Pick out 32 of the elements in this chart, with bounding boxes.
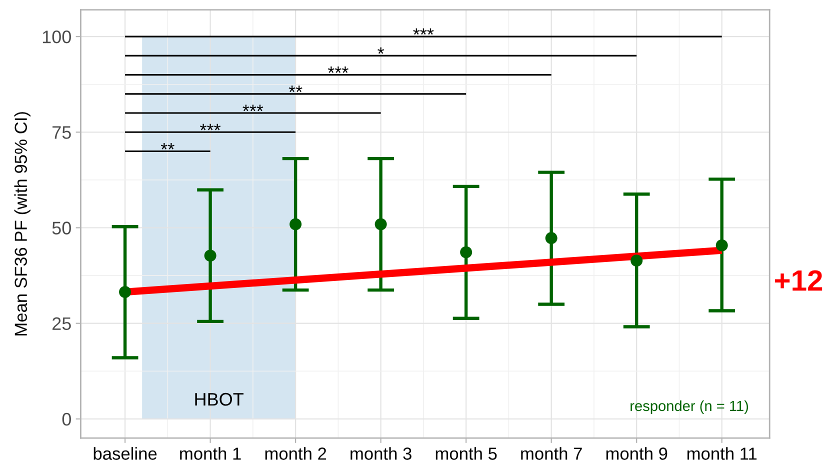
annotation: *** [200, 124, 221, 130]
y-axis-title: Mean SF36 PF (with 95% CI) [14, 112, 30, 336]
annotation: ** [160, 143, 174, 150]
annotation: *** [242, 104, 264, 112]
annotation: *** [413, 28, 434, 35]
y-tick-label: 25 [52, 317, 71, 330]
x-tick-label: month 3 [350, 447, 412, 460]
annotation: ** [288, 86, 302, 92]
x-tick-label: month 2 [265, 447, 326, 460]
x-tick-label: month 11 [687, 447, 757, 460]
annotation: responder (n = 11) [630, 400, 748, 414]
y-tick-label: 75 [52, 126, 71, 139]
point [119, 286, 132, 298]
point [716, 239, 728, 252]
y-tick-label: 0 [62, 412, 71, 426]
point [204, 250, 216, 262]
x-tick-label: month 5 [436, 447, 497, 460]
annotation: HBOT [195, 392, 244, 406]
point [374, 218, 387, 230]
y-tick-label: 50 [52, 222, 71, 234]
annotation: * [378, 47, 384, 54]
point [290, 218, 302, 230]
x-tick-label: month 9 [606, 447, 668, 460]
point [630, 254, 643, 267]
text: +12 [774, 270, 822, 291]
x-tick-label: baseline [94, 447, 157, 460]
point [545, 232, 558, 244]
x-tick-label: month 7 [521, 447, 582, 460]
point [460, 246, 472, 258]
annotation: *** [328, 66, 348, 73]
x-tick-label: month 1 [180, 447, 241, 460]
y-tick-label: 100 [42, 30, 71, 44]
